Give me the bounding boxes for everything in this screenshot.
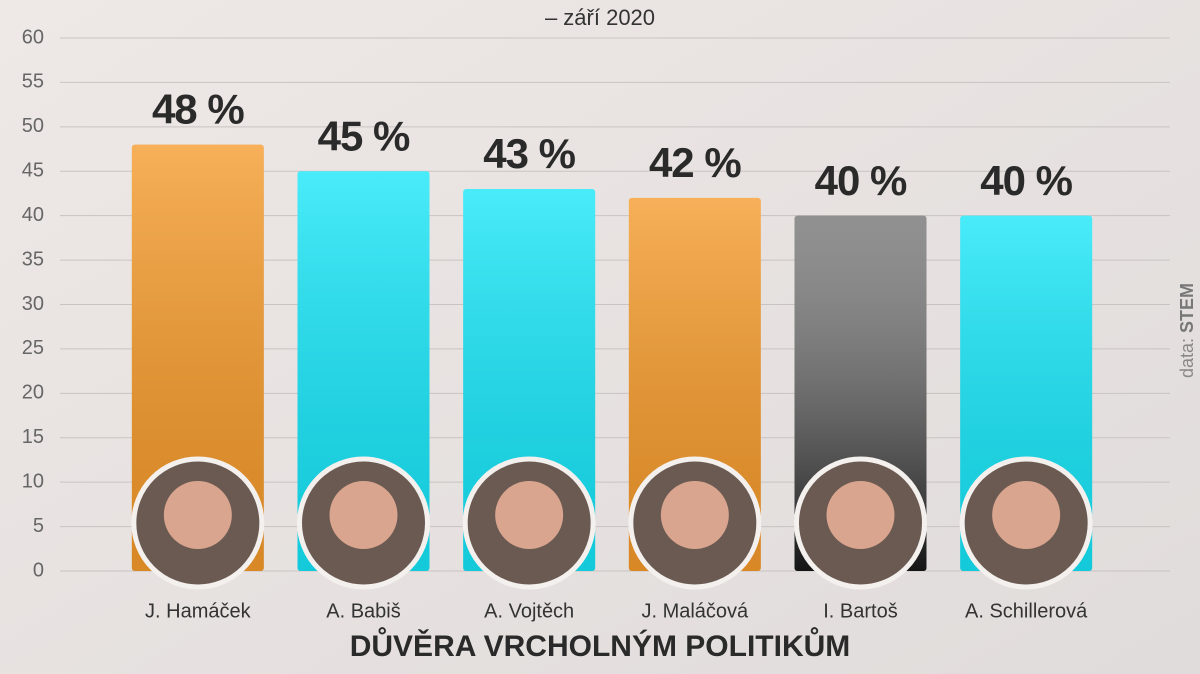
x-tick-label: J. Maláčová <box>641 600 749 622</box>
x-tick-label: I. Bartoš <box>823 600 897 622</box>
portrait-face <box>163 481 232 549</box>
portrait-face <box>826 481 895 549</box>
bar-shade <box>131 144 264 571</box>
chart-title: DŮVĚRA VRCHOLNÝM POLITIKŮM <box>350 627 851 663</box>
y-tick-label: 50 <box>22 115 44 137</box>
y-tick-label: 5 <box>33 515 44 537</box>
y-tick-label: 20 <box>22 382 44 404</box>
y-tick-label: 55 <box>22 71 44 93</box>
value-label: 40 % <box>815 157 907 204</box>
y-tick-label: 10 <box>22 470 44 492</box>
x-tick-label: A. Schillerová <box>965 600 1088 622</box>
y-tick-label: 30 <box>22 293 44 315</box>
portrait-face <box>660 481 729 549</box>
y-tick-label: 35 <box>22 248 44 270</box>
x-tick-label: J. Hamáček <box>145 600 252 622</box>
source: data: STEM <box>1177 283 1197 378</box>
value-label: 45 % <box>318 112 410 159</box>
value-label: 40 % <box>980 157 1072 204</box>
y-tick-label: 25 <box>22 337 44 359</box>
y-tick-label: 45 <box>22 160 44 182</box>
portrait-face <box>495 481 564 549</box>
x-tick-label: A. Babiš <box>326 600 400 622</box>
portrait-face <box>329 481 398 549</box>
y-tick-label: 0 <box>33 559 44 581</box>
chart-subtitle: – září 2020 <box>545 5 655 30</box>
source-name: STEM <box>1177 283 1197 333</box>
portrait-face <box>992 481 1061 549</box>
value-label: 43 % <box>483 130 575 177</box>
y-tick-label: 60 <box>22 26 44 48</box>
x-tick-label: A. Vojtěch <box>484 600 574 622</box>
y-tick-label: 40 <box>22 204 44 226</box>
value-label: 42 % <box>649 139 741 186</box>
value-label: 48 % <box>152 86 244 133</box>
source-label: data: <box>1177 338 1197 378</box>
y-tick-label: 15 <box>22 426 44 448</box>
